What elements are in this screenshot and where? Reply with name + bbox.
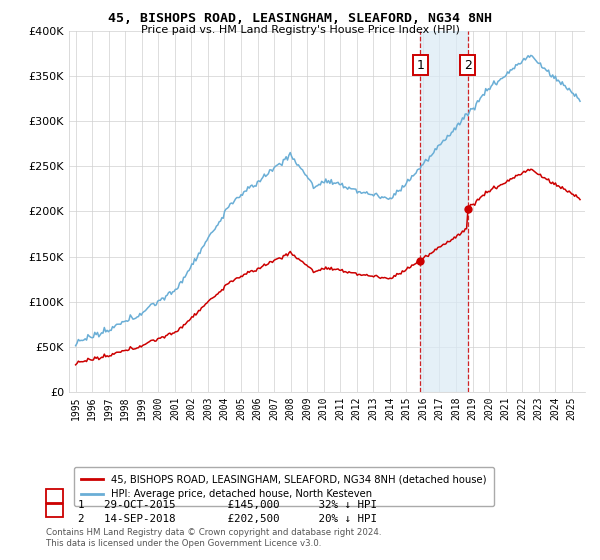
Text: 45, BISHOPS ROAD, LEASINGHAM, SLEAFORD, NG34 8NH: 45, BISHOPS ROAD, LEASINGHAM, SLEAFORD, … xyxy=(108,12,492,25)
Text: Price paid vs. HM Land Registry's House Price Index (HPI): Price paid vs. HM Land Registry's House … xyxy=(140,25,460,35)
Text: 2   14-SEP-2018        £202,500      20% ↓ HPI: 2 14-SEP-2018 £202,500 20% ↓ HPI xyxy=(78,514,377,524)
Text: Contains HM Land Registry data © Crown copyright and database right 2024.
This d: Contains HM Land Registry data © Crown c… xyxy=(46,528,382,548)
Bar xyxy=(420,31,468,392)
Text: 1: 1 xyxy=(416,59,424,72)
Text: 1   29-OCT-2015        £145,000      32% ↓ HPI: 1 29-OCT-2015 £145,000 32% ↓ HPI xyxy=(78,500,377,510)
Legend: 45, BISHOPS ROAD, LEASINGHAM, SLEAFORD, NG34 8NH (detached house), HPI: Average : 45, BISHOPS ROAD, LEASINGHAM, SLEAFORD, … xyxy=(74,468,493,506)
Text: 2: 2 xyxy=(464,59,472,72)
